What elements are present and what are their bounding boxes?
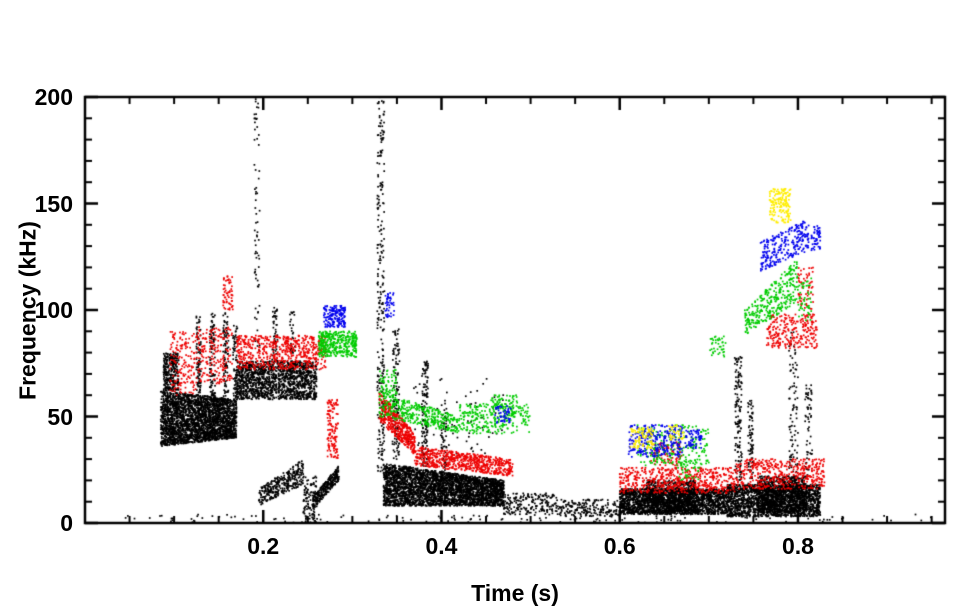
y-tick-label: 0 (60, 510, 73, 536)
x-tick-label: 0.6 (603, 533, 636, 559)
x-tick-label: 0.4 (425, 533, 458, 559)
y-tick-label: 200 (34, 84, 73, 110)
y-tick-label: 150 (34, 190, 73, 217)
x-tick-label: 0.8 (781, 533, 814, 559)
y-tick-label: 50 (47, 403, 73, 430)
x-axis-title: Time (s) (471, 580, 559, 606)
y-tick-label: 100 (34, 297, 73, 323)
x-tick-label: 0.2 (247, 533, 280, 559)
